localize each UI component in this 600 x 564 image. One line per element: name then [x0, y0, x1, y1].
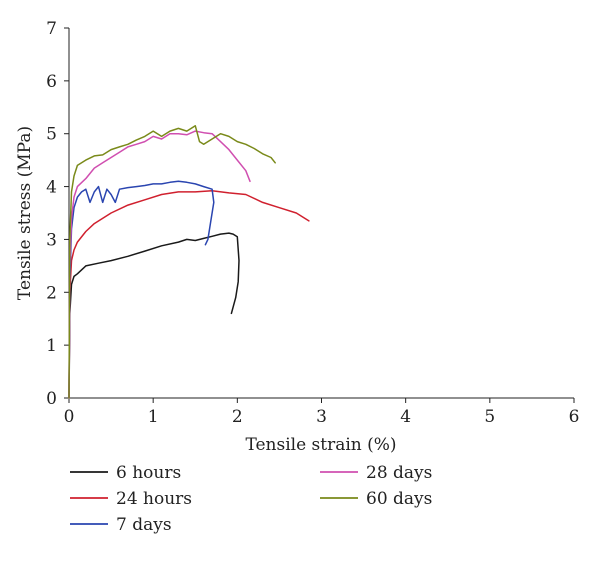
legend-label-28-days: 28 days [366, 463, 432, 483]
y-tick-label: 0 [46, 389, 57, 409]
legend-label-6-hours: 6 hours [116, 463, 181, 483]
x-tick-label: 1 [148, 407, 159, 427]
y-tick-label: 4 [46, 178, 57, 198]
y-tick-label: 1 [46, 336, 57, 356]
axes [68, 28, 574, 399]
x-tick-label: 4 [400, 407, 411, 427]
series-line-60-days [68, 125, 276, 399]
series-line-6-hours [68, 232, 240, 399]
x-tick-label: 5 [484, 407, 495, 427]
x-axis-label: Tensile strain (%) [245, 435, 396, 455]
series-line-24-hours [68, 190, 310, 399]
ticks: 0 1 2 3 4 5 6 0 1 2 3 4 5 6 7 [46, 19, 579, 427]
x-tick-label: 0 [64, 407, 75, 427]
series-line-28-days [68, 130, 251, 399]
series [68, 125, 310, 399]
legend-label-60-days: 60 days [366, 489, 432, 509]
y-axis-label: Tensile stress (MPa) [15, 126, 35, 300]
x-tick-label: 3 [316, 407, 327, 427]
legend-label-24-hours: 24 hours [116, 489, 192, 509]
legend: 6 hours 24 hours 7 days 28 days 60 days [70, 463, 432, 535]
x-tick-label: 6 [569, 407, 580, 427]
y-tick-label: 2 [46, 283, 57, 303]
y-tick-label: 7 [46, 19, 57, 39]
y-tick-label: 5 [46, 125, 57, 145]
y-tick-label: 3 [46, 230, 57, 250]
legend-label-7-days: 7 days [116, 515, 172, 535]
series-line-7-days [68, 180, 215, 399]
x-tick-label: 2 [232, 407, 243, 427]
y-tick-label: 6 [46, 72, 57, 92]
